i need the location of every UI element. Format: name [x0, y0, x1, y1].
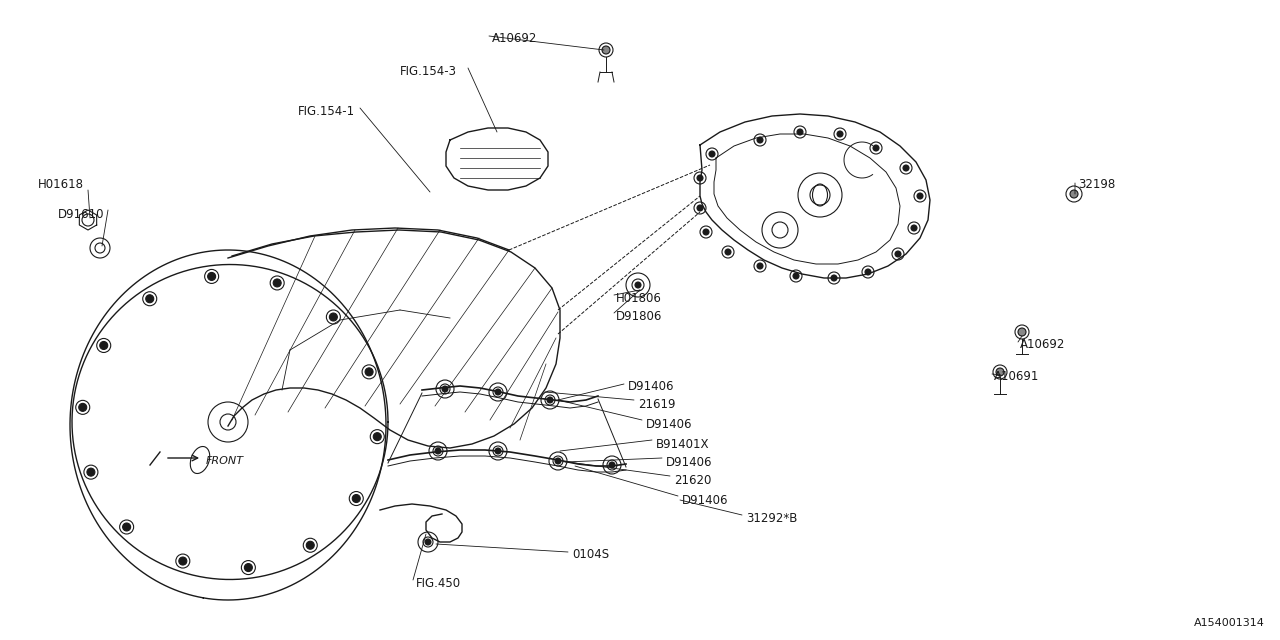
Text: B91401X: B91401X — [657, 438, 709, 451]
Text: H01806: H01806 — [616, 292, 662, 305]
Circle shape — [273, 279, 282, 287]
Circle shape — [865, 269, 870, 275]
Text: D91406: D91406 — [628, 380, 675, 393]
Circle shape — [698, 205, 703, 211]
Circle shape — [547, 397, 553, 403]
Circle shape — [179, 557, 187, 565]
Text: D91406: D91406 — [646, 418, 692, 431]
Circle shape — [146, 295, 154, 303]
Circle shape — [100, 342, 108, 349]
Circle shape — [873, 145, 879, 151]
Text: 31292*B: 31292*B — [746, 512, 797, 525]
Circle shape — [87, 468, 95, 476]
Circle shape — [329, 313, 338, 321]
Circle shape — [831, 275, 837, 281]
Text: A10691: A10691 — [995, 370, 1039, 383]
Circle shape — [374, 433, 381, 441]
Circle shape — [756, 263, 763, 269]
Text: D91806: D91806 — [616, 310, 662, 323]
Circle shape — [709, 151, 716, 157]
Text: FRONT: FRONT — [206, 456, 244, 466]
Circle shape — [635, 282, 641, 288]
Circle shape — [1018, 328, 1027, 336]
Circle shape — [609, 462, 614, 468]
Circle shape — [797, 129, 803, 135]
Circle shape — [703, 229, 709, 235]
Text: FIG.450: FIG.450 — [416, 577, 461, 590]
Circle shape — [495, 448, 500, 454]
Text: FIG.154-3: FIG.154-3 — [399, 65, 457, 78]
Circle shape — [911, 225, 916, 231]
Circle shape — [698, 175, 703, 181]
Circle shape — [442, 386, 448, 392]
Text: D91610: D91610 — [58, 208, 105, 221]
Circle shape — [724, 249, 731, 255]
Text: 21619: 21619 — [637, 398, 676, 411]
Circle shape — [756, 137, 763, 143]
Circle shape — [916, 193, 923, 199]
Circle shape — [837, 131, 844, 137]
Text: D91406: D91406 — [682, 494, 728, 507]
Text: H01618: H01618 — [38, 178, 84, 191]
Text: 21620: 21620 — [675, 474, 712, 487]
Circle shape — [244, 564, 252, 572]
Text: 32198: 32198 — [1078, 178, 1115, 191]
Circle shape — [602, 46, 611, 54]
Circle shape — [902, 165, 909, 171]
Circle shape — [365, 368, 372, 376]
Text: A10692: A10692 — [1020, 338, 1065, 351]
Circle shape — [435, 448, 442, 454]
Circle shape — [794, 273, 799, 279]
Circle shape — [425, 539, 431, 545]
Text: FIG.154-1: FIG.154-1 — [298, 105, 355, 118]
Text: 0104S: 0104S — [572, 548, 609, 561]
Circle shape — [996, 368, 1004, 376]
Text: D91406: D91406 — [666, 456, 713, 469]
Circle shape — [895, 251, 901, 257]
Text: A10692: A10692 — [492, 32, 538, 45]
Circle shape — [556, 458, 561, 464]
Circle shape — [352, 495, 360, 502]
Circle shape — [1070, 190, 1078, 198]
Circle shape — [207, 273, 215, 280]
Circle shape — [495, 389, 500, 395]
Circle shape — [123, 523, 131, 531]
Circle shape — [79, 403, 87, 412]
Text: A154001314: A154001314 — [1194, 618, 1265, 628]
Circle shape — [306, 541, 315, 549]
